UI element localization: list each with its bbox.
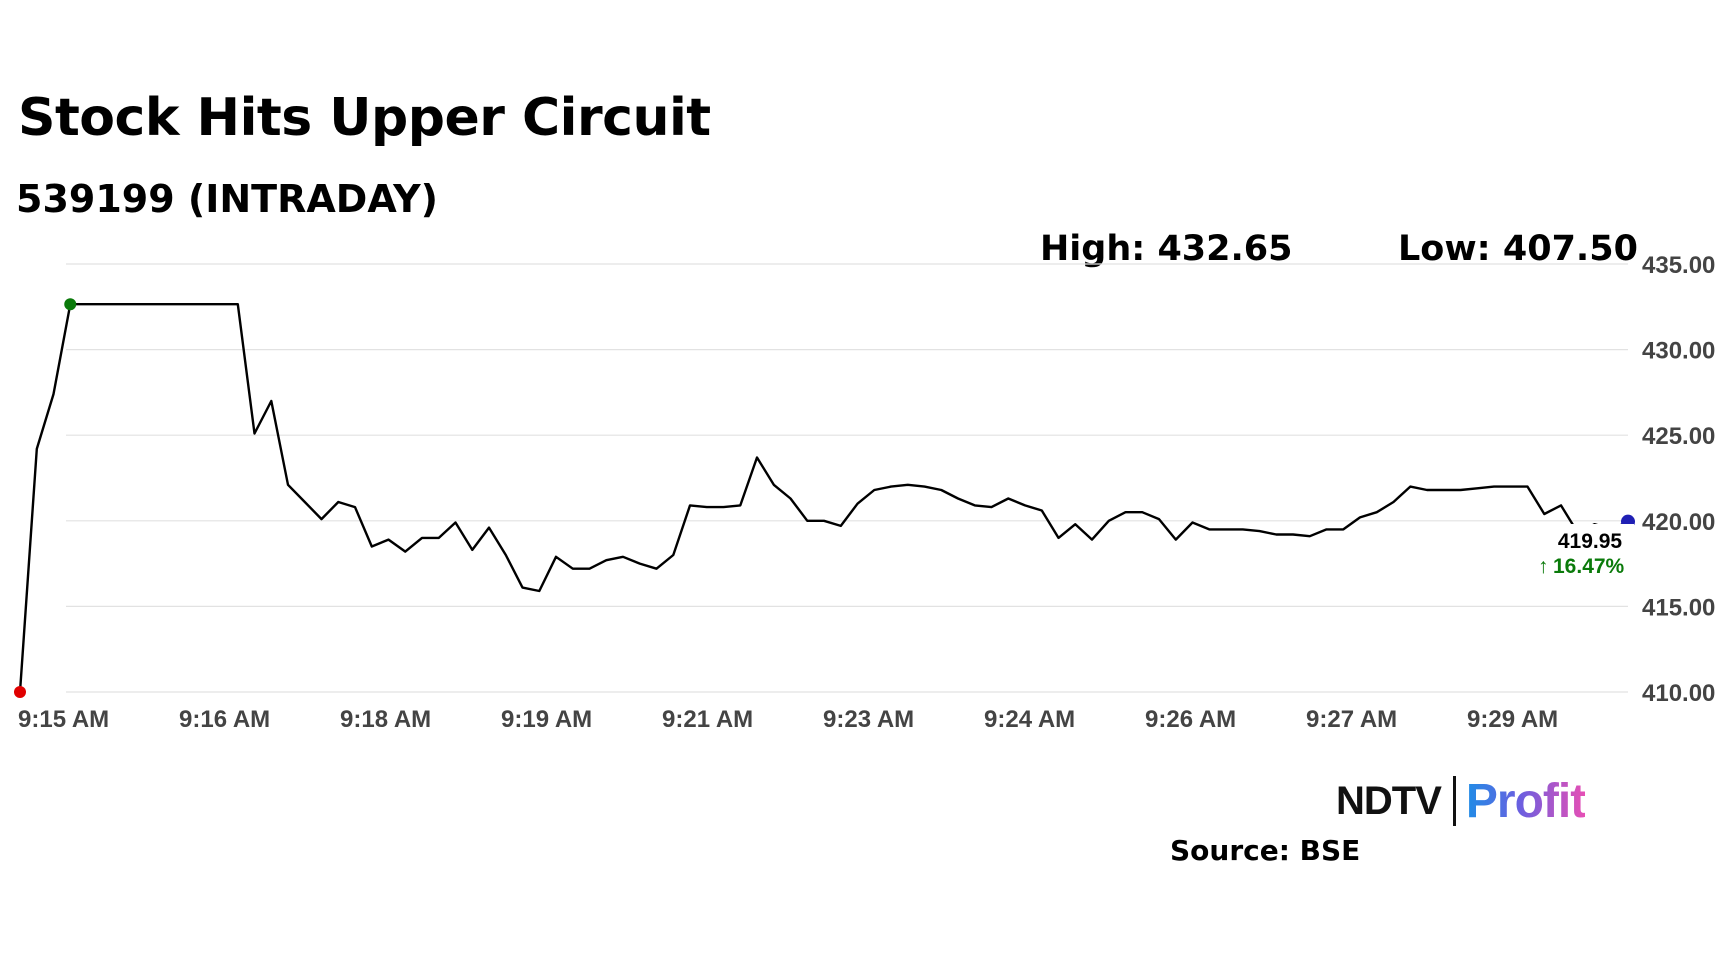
x-tick-label: 9:15 AM [18,706,109,733]
x-tick-label: 9:19 AM [501,706,592,733]
low-stat: Low: 407.50 [1398,229,1638,269]
x-tick-label: 9:24 AM [984,706,1075,733]
ndtv-profit-logo: NDTV Profit [1336,774,1586,828]
y-tick-label: 410.00 [1642,680,1715,707]
last-value-backdrop [1550,524,1634,578]
chart-subtitle: 539199 (INTRADAY) [16,177,438,221]
x-tick-label: 9:23 AM [823,706,914,733]
y-tick-label: 435.00 [1642,252,1715,279]
y-tick-label: 430.00 [1642,338,1715,365]
markers [14,298,1635,698]
x-tick-label: 9:27 AM [1306,706,1397,733]
high-point-marker [64,298,77,311]
y-tick-label: 425.00 [1642,423,1715,450]
x-tick-label: 9:16 AM [179,706,270,733]
change-percent-label: 16.47% [1553,555,1625,578]
x-tick-label: 9:18 AM [340,706,431,733]
y-tick-label: 420.00 [1642,509,1715,536]
source-note: Source: BSE [1170,834,1361,867]
logo-profit-text: Profit [1465,774,1586,828]
y-tick-label: 415.00 [1642,594,1715,621]
x-tick-label: 9:29 AM [1467,706,1558,733]
logo-divider [1452,776,1456,826]
x-tick-label: 9:26 AM [1145,706,1236,733]
grid-lines [66,263,1628,693]
x-axis-ticks: 9:15 AM 9:16 AM 9:18 AM 9:19 AM 9:21 AM 9:23 … [18,706,1558,733]
price-line [18,303,1629,693]
change-up-arrow-icon: ↑ [1538,555,1549,578]
y-axis-ticks: 410.00 415.00 420.00 425.00 430.00 435.00 [1642,252,1715,707]
x-tick-label: 9:21 AM [662,706,753,733]
chart-title: Stock Hits Upper Circuit [18,88,711,148]
open-point-marker [14,686,26,698]
logo-ndtv-text: NDTV [1336,778,1442,823]
last-value-label: 419.95 [1558,530,1623,553]
high-stat: High: 432.65 [1040,229,1293,269]
